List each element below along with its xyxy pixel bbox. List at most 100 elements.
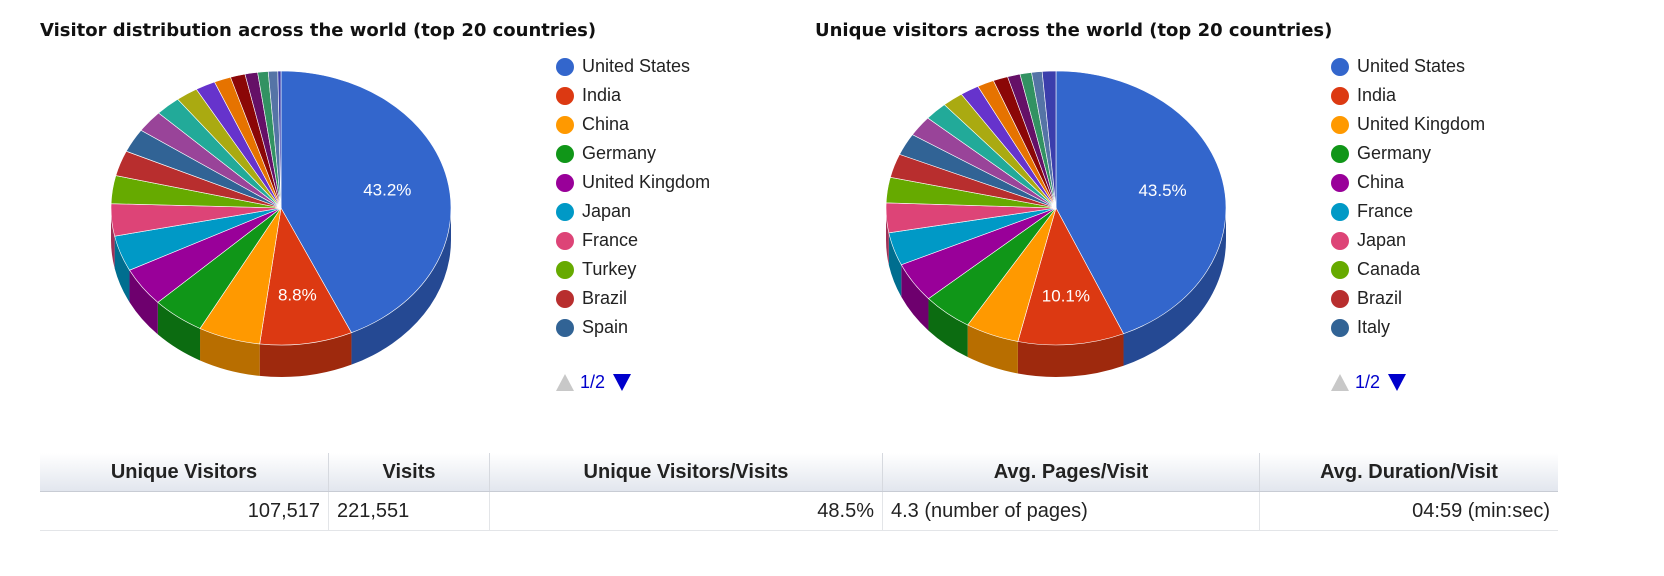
pie-percent-label: 8.8%: [278, 286, 317, 305]
legend-item[interactable]: China: [556, 110, 710, 139]
legend-item[interactable]: United Kingdom: [556, 168, 710, 197]
pie-slice-side: [157, 302, 201, 361]
legend-item[interactable]: Italy: [1331, 313, 1485, 342]
pie-percent-label: 43.5%: [1138, 181, 1186, 200]
previous-page-icon: [556, 374, 574, 391]
legend-swatch-icon: [556, 115, 574, 134]
chart-title: Unique visitors across the world (top 20…: [815, 20, 1333, 41]
legend-label: Germany: [1357, 143, 1432, 163]
legend-label: Japan: [582, 201, 632, 221]
pie-slice-side: [901, 264, 929, 331]
legend-label: Spain: [582, 317, 629, 337]
legend-swatch-icon: [1331, 115, 1349, 134]
legend-label: Italy: [1357, 317, 1391, 337]
pie-slice-united-states[interactable]: [280, 70, 452, 334]
legend-swatch-icon: [1331, 144, 1349, 163]
visitor-stats-table: Unique Visitors Visits Unique Visitors/V…: [40, 453, 1558, 531]
legend-label: Turkey: [582, 259, 637, 279]
legend-label: Germany: [582, 143, 657, 163]
legend-item[interactable]: Spain: [556, 313, 710, 342]
legend-item[interactable]: India: [1331, 81, 1485, 110]
legend-item[interactable]: India: [556, 81, 710, 110]
legend-item[interactable]: United States: [1331, 52, 1485, 81]
pie-chart-svg: 43.5% 10.1%: [885, 70, 1227, 378]
legend-label: Canada: [1357, 259, 1421, 279]
legend-swatch-icon: [556, 144, 574, 163]
legend-swatch-icon: [1331, 318, 1349, 337]
legend-label: United Kingdom: [1357, 114, 1486, 134]
legend-pager: 1/2: [556, 372, 632, 393]
unique-visitors-value: 107,517: [40, 491, 329, 531]
visitor-distribution-chart: Visitor distribution across the world (t…: [0, 0, 800, 430]
legend-swatch-icon: [1331, 173, 1349, 192]
legend-swatch-icon: [556, 173, 574, 192]
table-row: 107,517 221,551 48.5% 4.3 (number of pag…: [40, 491, 1558, 531]
legend-label: United States: [582, 56, 691, 76]
pie-slice-india[interactable]: [1017, 207, 1124, 346]
legend-item[interactable]: Brazil: [1331, 284, 1485, 313]
legend-swatch-icon: [556, 202, 574, 221]
pie-slice-other-19[interactable]: [1041, 70, 1057, 209]
legend-label: France: [582, 230, 639, 250]
legend-item[interactable]: France: [556, 226, 710, 255]
header-avg-pages: Avg. Pages/Visit: [882, 453, 1260, 492]
pie-slice-side: [351, 208, 451, 365]
chart-title: Visitor distribution across the world (t…: [40, 20, 597, 41]
legend-label: China: [1357, 172, 1405, 192]
pie-percent-label: 10.1%: [1042, 286, 1090, 305]
legend-label: France: [1357, 201, 1414, 221]
legend-item[interactable]: Germany: [556, 139, 710, 168]
header-unique-visitors: Unique Visitors: [40, 453, 329, 492]
legend-swatch-icon: [556, 289, 574, 308]
legend-item[interactable]: Canada: [1331, 255, 1485, 284]
legend-swatch-icon: [1331, 260, 1349, 279]
legend-label: Brazil: [582, 288, 628, 308]
next-page-icon[interactable]: [613, 374, 632, 391]
legend-swatch-icon: [556, 231, 574, 250]
pie-slice-side: [928, 298, 968, 358]
pie-slice-side: [114, 236, 130, 303]
pie-slice-side: [1017, 333, 1124, 378]
pie-slice-side: [200, 328, 260, 376]
pie-slice-other-19[interactable]: [277, 70, 282, 209]
legend-swatch-icon: [1331, 57, 1349, 76]
legend-item[interactable]: Japan: [1331, 226, 1485, 255]
next-page-icon[interactable]: [1388, 374, 1407, 391]
legend-label: Brazil: [1357, 288, 1403, 308]
legend-swatch-icon: [1331, 289, 1349, 308]
legend-swatch-icon: [1331, 231, 1349, 250]
table-header-row: Unique Visitors Visits Unique Visitors/V…: [40, 453, 1558, 492]
legend-label: Japan: [1357, 230, 1407, 250]
pie-slice-side: [1123, 208, 1226, 366]
unique-per-visits-value: 48.5%: [489, 491, 883, 531]
avg-duration-value: 04:59 (min:sec): [1259, 491, 1558, 531]
header-unique-per-visits: Unique Visitors/Visits: [489, 453, 883, 492]
legend-item[interactable]: Turkey: [556, 255, 710, 284]
legend-item[interactable]: United Kingdom: [1331, 110, 1485, 139]
legend-label: India: [1357, 85, 1397, 105]
legend-page-label: 1/2: [580, 372, 606, 392]
pie-percent-label: 43.2%: [363, 180, 411, 199]
legend-swatch-icon: [556, 57, 574, 76]
legend-item[interactable]: United States: [556, 52, 710, 81]
legend-item[interactable]: Japan: [556, 197, 710, 226]
unique-visitors-chart: Unique visitors across the world (top 20…: [800, 0, 1600, 430]
legend-swatch-icon: [556, 260, 574, 279]
pie-slice-india[interactable]: [259, 207, 352, 346]
header-visits: Visits: [328, 453, 490, 492]
legend-swatch-icon: [556, 86, 574, 105]
previous-page-icon: [1331, 374, 1349, 391]
pie-chart-svg: 43.2% 8.8%: [110, 70, 452, 377]
chart-legend: United States India China Germany United Kin…: [556, 52, 710, 342]
legend-swatch-icon: [1331, 86, 1349, 105]
pie-slice-side: [967, 325, 1018, 374]
legend-item[interactable]: Germany: [1331, 139, 1485, 168]
legend-item[interactable]: France: [1331, 197, 1485, 226]
legend-item[interactable]: China: [1331, 168, 1485, 197]
legend-swatch-icon: [556, 318, 574, 337]
pie-slice-side: [888, 232, 902, 297]
pie-slice-united-states[interactable]: [1055, 70, 1227, 335]
avg-pages-value: 4.3 (number of pages): [882, 491, 1260, 531]
legend-item[interactable]: Brazil: [556, 284, 710, 313]
chart-legend: United States India United Kingdom Germany C…: [1331, 52, 1485, 342]
